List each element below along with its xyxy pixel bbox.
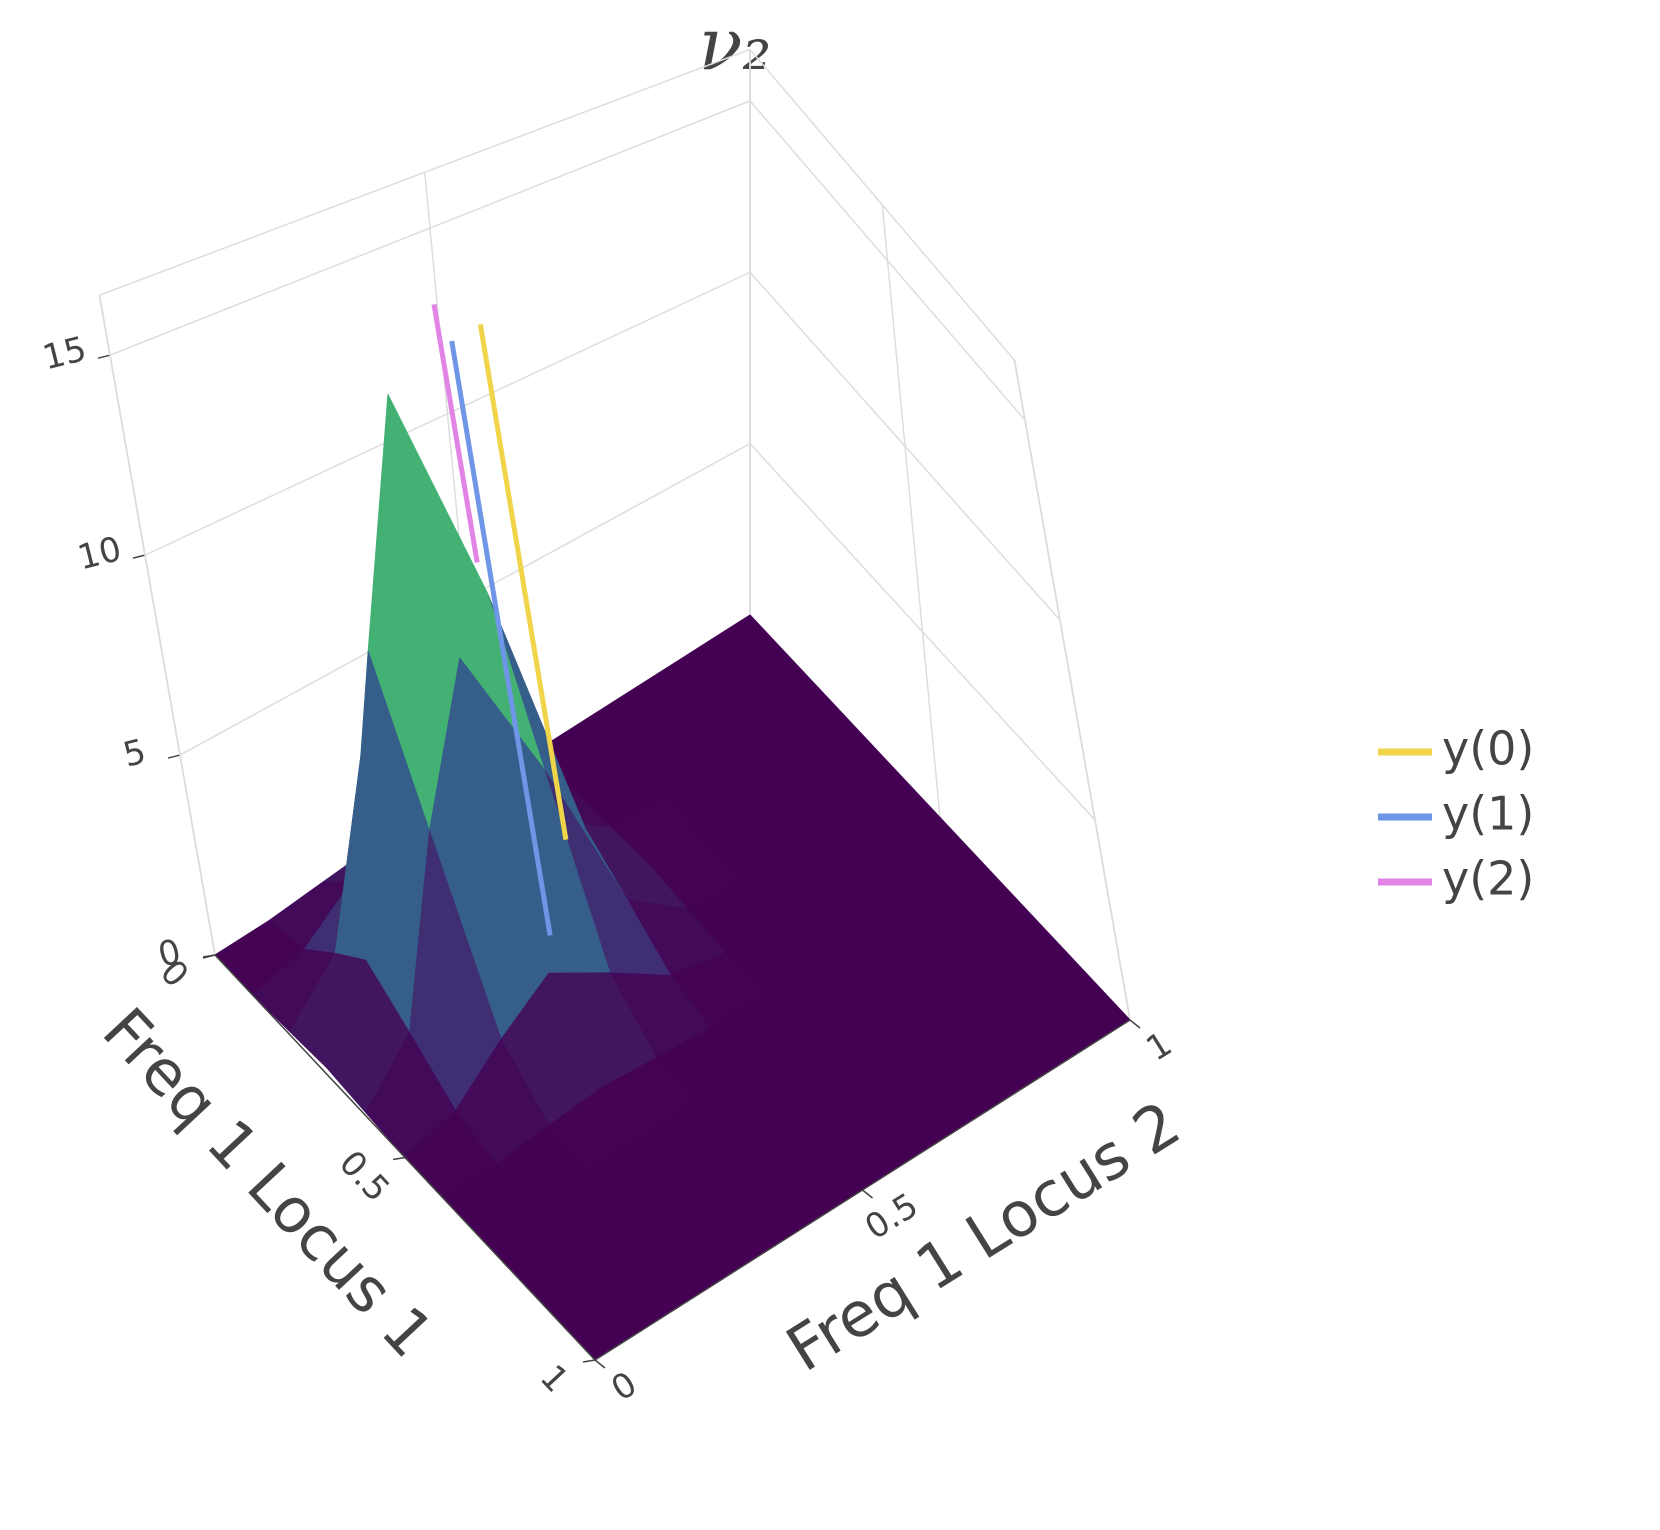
series-line [449,340,553,936]
y-tick-label: 1 [1139,1024,1179,1069]
tick-mark [132,554,146,559]
legend-label: y(0) [1442,722,1534,776]
tick-mark [392,1156,406,1161]
z-tick-label: 10 [74,529,126,578]
surface-patch [334,651,369,961]
box-edge [749,48,1016,361]
axis-line [214,954,596,1361]
grid-line [1013,360,1131,1021]
chart-title: ν₂ [699,2,772,86]
z-tick-label: 15 [39,329,91,378]
legend-label: y(2) [1442,852,1534,906]
box-edge [99,48,751,296]
axis-line [594,1019,1131,1361]
x-tick-label: 0 [152,952,196,995]
x-tick-label: 1 [532,1357,576,1400]
series-line [477,323,569,841]
x-tick-label: 0.5 [331,1143,397,1210]
grid-line [98,295,216,956]
tick-mark [862,1189,873,1199]
series-line [431,303,480,563]
tick-mark [167,754,181,759]
y-tick-label: 0 [604,1364,644,1409]
tick-mark [202,954,216,958]
legend-label: y(1) [1442,787,1534,841]
tick-mark [1129,1019,1141,1029]
tick-mark [97,354,111,359]
grid-line [881,204,941,818]
tick-mark [582,1359,596,1363]
tick-mark [594,1359,606,1369]
z-tick-label: 5 [119,732,150,776]
